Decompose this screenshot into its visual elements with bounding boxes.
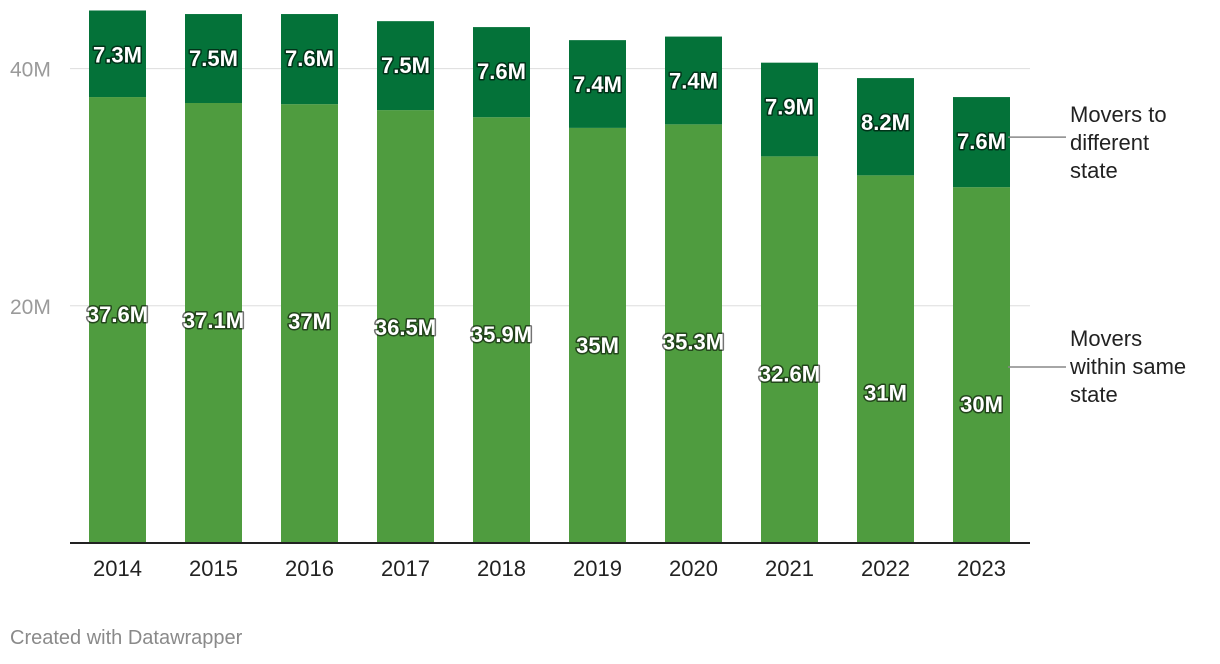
x-tick-label: 2022 [861,556,910,581]
bar-different-state [569,40,626,128]
y-tick-label: 20M [10,296,51,319]
bars [89,10,1010,544]
data-label-same-state: 37.1M [183,308,244,333]
data-label-same-state: 37.6M [87,302,148,327]
bar-different-state [857,78,914,176]
data-label-different-state: 7.6M [477,59,526,84]
x-axis-ticks: 2014 2015 2016 2017 2018 2019 2020 2021 2022 2023 [93,556,1006,581]
bar-different-state [281,14,338,105]
x-tick-label: 2016 [285,556,334,581]
data-label-same-state: 36.5M [375,315,436,340]
legend-label-different-state: different [1070,130,1149,155]
legend: Movers to different state Movers within same… [1008,102,1186,407]
legend-label-different-state: state [1070,158,1118,183]
bar-different-state [473,27,530,118]
data-label-different-state: 7.9M [765,95,814,120]
x-tick-label: 2018 [477,556,526,581]
data-label-same-state: 35.9M [471,322,532,347]
data-label-different-state: 7.4M [573,72,622,97]
bar-same-state [89,97,146,544]
data-label-same-state: 31M [864,380,907,405]
bar-different-state [665,36,722,125]
data-label-same-state: 32.6M [759,361,820,386]
data-label-same-state: 35.3M [663,329,724,354]
legend-label-different-state: Movers to [1070,102,1167,127]
bar-same-state [185,102,242,543]
data-label-same-state: 35M [576,333,619,358]
x-tick-label: 2019 [573,556,622,581]
data-label-different-state: 8.2M [861,110,910,135]
x-tick-label: 2014 [93,556,142,581]
bar-same-state [473,117,530,543]
bar-same-state [761,156,818,543]
bar-same-state [569,127,626,544]
bar-different-state [377,21,434,111]
x-tick-label: 2015 [189,556,238,581]
x-tick-label: 2023 [957,556,1006,581]
bar-same-state [377,110,434,544]
bar-same-state [281,104,338,544]
data-label-same-state: 30M [960,392,1003,417]
value-labels: 37.6M 7.3M 37.1M 7.5M 37M 7.6M 36.5M 7.5M 35.9M 7… [85,41,1007,419]
x-tick-label: 2021 [765,556,814,581]
data-label-different-state: 7.3M [93,42,142,67]
legend-label-same-state: within same [1069,354,1186,379]
data-label-different-state: 7.4M [669,69,718,94]
x-tick-label: 2020 [669,556,718,581]
data-label-different-state: 7.5M [381,53,430,78]
bar-different-state [953,97,1010,188]
bar-different-state [89,10,146,98]
bar-same-state [857,175,914,543]
bar-different-state [185,14,242,103]
bar-same-state [953,187,1010,543]
data-label-different-state: 7.6M [957,129,1006,154]
legend-label-same-state: state [1070,382,1118,407]
data-label-different-state: 7.5M [189,46,238,71]
x-tick-label: 2017 [381,556,430,581]
credit-text: Created with Datawrapper [10,627,243,649]
bar-different-state [761,62,818,157]
y-axis-ticks: 20M 40M [10,59,51,319]
data-label-same-state: 37M [288,309,331,334]
legend-label-same-state: Movers [1070,326,1142,351]
bar-same-state [665,124,722,543]
data-label-different-state: 7.6M [285,46,334,71]
y-tick-label: 40M [10,59,51,82]
